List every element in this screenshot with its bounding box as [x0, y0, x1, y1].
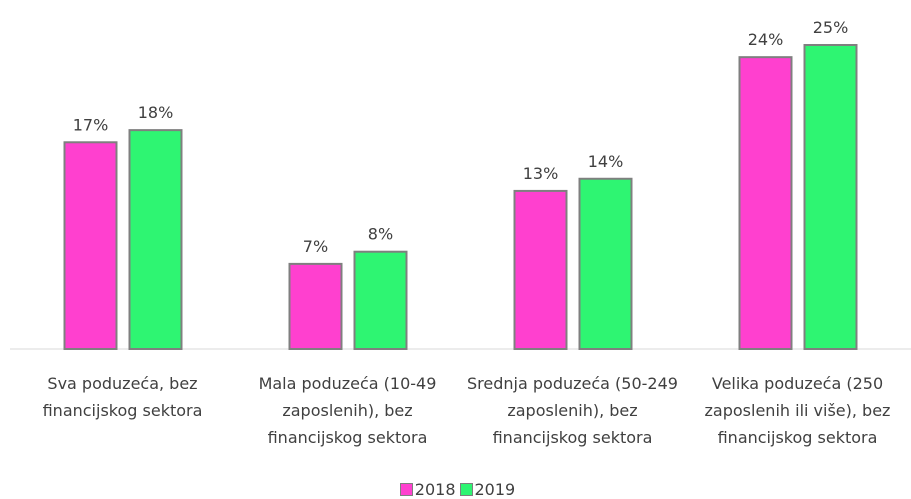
- bar: [128, 129, 183, 350]
- legend-swatch: [399, 483, 413, 496]
- legend-label: 2019: [474, 480, 516, 499]
- value-label: 24%: [748, 30, 784, 49]
- bar: [353, 250, 408, 350]
- x-tick-label: Velika poduzeća (250 zaposlenih ili više…: [704, 374, 891, 447]
- bar: [578, 177, 633, 350]
- bar: [288, 262, 343, 351]
- legend-label: 2018: [414, 480, 456, 499]
- bar: [63, 141, 118, 350]
- value-label: 18%: [138, 103, 174, 122]
- x-tick-label: Mala poduzeća (10-49 zaposlenih), bez fi…: [258, 374, 437, 447]
- value-label: 17%: [73, 115, 109, 134]
- bar: [513, 189, 568, 350]
- x-tick-label: Sva poduzeća, bez financijskog sektora: [42, 374, 203, 420]
- legend-swatch: [459, 483, 473, 496]
- value-label: 7%: [303, 237, 328, 256]
- value-label: 8%: [368, 225, 393, 244]
- value-label: 14%: [588, 152, 624, 171]
- value-label: 13%: [523, 164, 559, 183]
- x-tick-label: Srednja poduzeća (50-249 zaposlenih), be…: [467, 374, 678, 447]
- value-label: 25%: [813, 18, 849, 37]
- bar: [803, 44, 858, 350]
- legend: 2018 2019: [0, 480, 911, 499]
- bar: [738, 56, 793, 350]
